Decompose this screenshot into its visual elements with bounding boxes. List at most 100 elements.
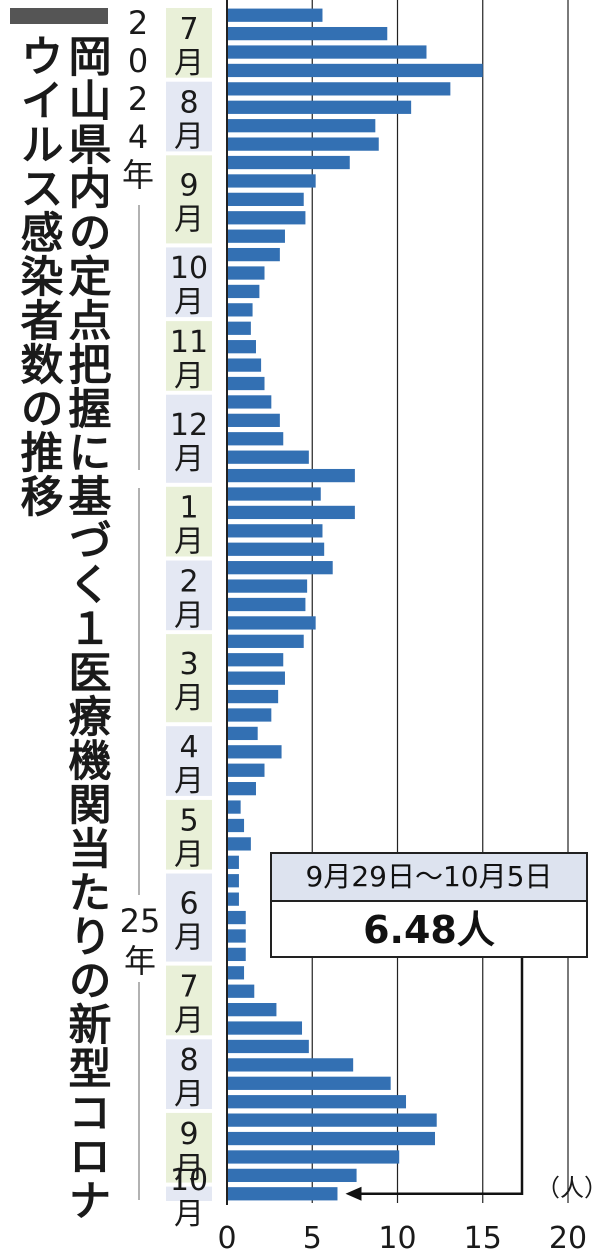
bar-week-10	[227, 174, 316, 188]
bar-week-23	[227, 413, 280, 427]
bar-week-8	[227, 137, 379, 151]
bar-week-39	[227, 708, 272, 722]
month-label-5: 11 月	[170, 325, 208, 394]
bar-week-24	[227, 432, 284, 446]
bar-week-12	[227, 211, 306, 225]
bar-week-26	[227, 468, 355, 483]
bar-week-65	[227, 1187, 338, 1201]
chart-title: 岡山県内の定点把握に基づく１医療機関当たりの新型コロナウイルス感染者数の推移	[13, 34, 111, 1257]
bar-week-14	[227, 247, 280, 262]
title-marker	[10, 8, 108, 24]
bar-week-6	[227, 100, 412, 114]
gridlines	[311, 0, 569, 1203]
callout-leader	[345, 958, 524, 1201]
month-band-7	[166, 486, 212, 557]
bar-week-58	[227, 1058, 354, 1072]
bar-week-31	[227, 561, 333, 575]
bar-week-35	[227, 634, 304, 648]
month-band-6	[166, 394, 212, 483]
bar-week-57	[227, 1039, 309, 1054]
bar-week-22	[227, 395, 272, 409]
bar-week-17	[227, 303, 253, 317]
callout-date: 9月29日～10月5日	[272, 854, 586, 902]
bar-week-21	[227, 376, 265, 391]
bar-week-48	[227, 874, 239, 888]
bar-week-1	[227, 8, 323, 22]
bar-week-3	[227, 45, 427, 59]
month-band-10	[166, 726, 212, 796]
bar-week-37	[227, 671, 285, 685]
month-band-4	[166, 247, 212, 318]
year-label-2025: 25 年	[120, 902, 161, 980]
bar-week-49	[227, 892, 239, 906]
bar-week-27	[227, 487, 321, 501]
x-tick-label-5: 5	[303, 1221, 322, 1256]
year-label-column: 2 0 2 4 年 25 年	[120, 4, 161, 1200]
bar-week-30	[227, 542, 325, 556]
month-band-11	[166, 799, 212, 870]
bar-week-59	[227, 1076, 391, 1090]
leader-arrowhead	[345, 1186, 362, 1201]
bar-week-25	[227, 450, 309, 464]
bar-week-15	[227, 266, 265, 280]
bar-week-16	[227, 284, 260, 299]
month-band-8	[166, 560, 212, 631]
month-band-1	[166, 8, 212, 78]
month-band-12	[166, 873, 212, 962]
bar-week-9	[227, 155, 350, 170]
month-band-14	[166, 1039, 212, 1109]
bar-week-29	[227, 524, 323, 538]
bar-week-34	[227, 616, 316, 630]
bar-week-36	[227, 653, 284, 667]
leader-line	[359, 958, 524, 1196]
month-band-9	[166, 634, 212, 723]
bar-week-18	[227, 321, 251, 335]
bar-week-46	[227, 837, 251, 851]
bar-week-2	[227, 26, 388, 41]
bar-week-54	[227, 984, 255, 998]
bar-week-41	[227, 745, 282, 759]
bar-week-7	[227, 119, 376, 133]
bar-week-52	[227, 947, 246, 962]
bar-week-50	[227, 910, 246, 925]
bar-week-45	[227, 818, 245, 833]
bar-week-11	[227, 192, 304, 206]
month-band-13	[166, 965, 212, 1036]
bar-week-44	[227, 800, 241, 814]
bar-week-40	[227, 726, 258, 741]
bar-week-19	[227, 340, 256, 354]
bar-week-32	[227, 579, 308, 593]
x-tick-label-20: 20	[549, 1221, 587, 1256]
x-unit-label: （人）	[536, 1174, 600, 1202]
bars	[227, 8, 483, 1201]
x-tick-label-0: 0	[217, 1221, 236, 1256]
bar-week-63	[227, 1150, 400, 1164]
callout-value: 6.48人	[363, 908, 495, 952]
latest-value-callout: 9月29日～10月5日 6.48人	[270, 852, 588, 958]
x-axis: 0 5 10 15 20 （人）	[217, 0, 600, 1256]
bar-week-38	[227, 689, 279, 704]
month-band-3	[166, 155, 212, 244]
bar-week-43	[227, 782, 256, 796]
month-label-16: 10 月	[170, 1163, 208, 1232]
bar-week-51	[227, 929, 246, 943]
month-band-5	[166, 321, 212, 391]
bar-week-53	[227, 966, 245, 980]
bar-week-42	[227, 763, 265, 777]
title-line-2: １医療機関当たりの新型コロナウイルス感染者数の推移	[13, 34, 111, 1222]
month-label-column: 7 月8 月9 月10 月11 月12 月1 月2 月3 月4 月5 月6 月7 月8 月9 月10 月	[166, 8, 212, 1232]
month-label-4: 10 月	[170, 251, 208, 320]
month-band-16	[166, 1186, 212, 1201]
